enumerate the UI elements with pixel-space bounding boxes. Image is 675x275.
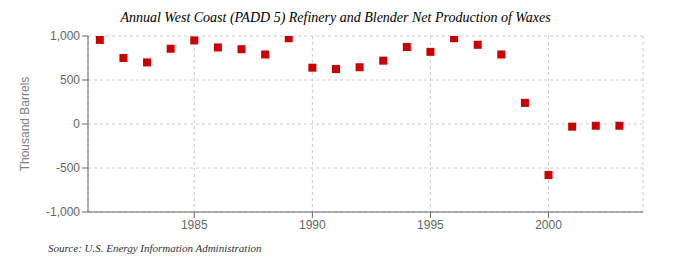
svg-text:Thousand Barrels: Thousand Barrels	[18, 77, 32, 172]
svg-text:-1,000: -1,000	[46, 205, 80, 219]
html-text:Source: U.S. Energy Informatio: Source: U.S. Energy Information Administ…	[48, 242, 262, 254]
svg-text:1990: 1990	[299, 218, 326, 232]
svg-text:2000: 2000	[535, 218, 562, 232]
svg-text:1995: 1995	[417, 218, 444, 232]
svg-text:1,000: 1,000	[50, 29, 80, 43]
svg-text:0: 0	[73, 117, 80, 131]
html-text:Annual West Coast (PADD 5) Ref: Annual West Coast (PADD 5) Refinery and …	[120, 10, 551, 25]
svg-text:500: 500	[60, 73, 80, 87]
svg-text:1985: 1985	[181, 218, 208, 232]
svg-text:-500: -500	[56, 161, 80, 175]
